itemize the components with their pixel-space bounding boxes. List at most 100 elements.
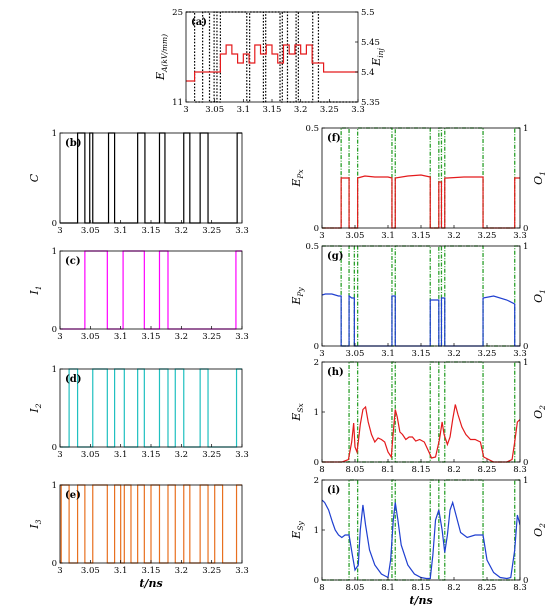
x-tick-label: 8.1 [381,583,395,593]
panel-c: 3 3.05 3.1 3.15 3.2 3.25 3.3 0 1 (c) I1 [28,247,249,342]
y-right-tick-label: 0 [523,342,528,352]
series-line-1 [322,404,520,463]
x-tick-label: 3.25 [202,566,221,576]
panel-label: (g) [327,251,343,262]
x-axis-label: t/ns [409,594,432,607]
y-tick-label: 1 [314,526,319,536]
y-right-tick-label: 5.5 [361,8,375,18]
y-axis-label: I1 [28,285,43,295]
series-line-0 [60,368,242,448]
panel-label: (c) [65,256,81,267]
y-right-tick-label: 0 [523,576,528,586]
x-tick-label: 3.1 [114,332,128,342]
y-tick-label: 1 [52,481,57,491]
x-tick-label: 8.15 [412,583,431,593]
x-tick-label: 3.15 [142,566,161,576]
y-axis-label: EPx [290,169,305,188]
y-tick-label: 0 [52,443,57,453]
y-tick-label: 0.5 [305,124,319,134]
y-right-tick-label: 1 [523,476,528,486]
panel-b: 3 3.05 3.1 3.15 3.2 3.25 3.3 0 1 (b) C [28,129,249,236]
series-line-1 [322,499,520,580]
plot-frame [321,361,521,463]
x-axis-label: t/ns [139,577,162,590]
x-tick-label: 3.15 [142,226,161,236]
y-tick-label: 1 [52,365,57,375]
x-tick-label: 8.2 [447,583,461,593]
y-axis-label: EPy [290,287,305,306]
y-tick-label: 2 [314,358,319,368]
y-axis-label: ESy [290,521,305,540]
y-right-tick-label: 5.35 [361,98,380,108]
x-tick-label: 3.25 [478,349,497,359]
x-tick-label: 3 [183,105,188,115]
x-tick-label: 3.05 [81,450,100,460]
plot-frame [321,127,521,229]
x-tick-label: 3.2 [175,226,189,236]
series-line-1 [322,293,520,347]
x-tick-label: 3.3 [235,226,249,236]
x-tick-label: 3.3 [513,231,527,241]
x-tick-label: 3 [57,450,62,460]
x-tick-label: 3.1 [381,349,395,359]
x-tick-label: 3 [57,566,62,576]
y-tick-label: 0 [314,224,319,234]
y-tick-label: 0 [314,342,319,352]
y-right-tick-label: 1 [523,242,528,252]
x-tick-label: 3.15 [142,450,161,460]
y-tick-label: 0 [52,559,57,569]
y-right-axis-label: O1 [532,171,547,185]
x-tick-label: 8.05 [346,583,365,593]
x-tick-label: 3.25 [202,226,221,236]
y-tick-label: 0.5 [305,242,319,252]
y-tick-label: 1 [314,408,319,418]
x-tick-label: 8 [319,583,324,593]
series-line-0 [322,361,520,463]
series-line-0 [60,132,242,224]
y-axis-label: I2 [28,403,43,413]
x-tick-label: 3.15 [263,105,282,115]
x-tick-label: 3.3 [235,450,249,460]
series-line-1 [186,44,358,82]
x-tick-label: 3.1 [114,450,128,460]
x-tick-label: 3.25 [202,450,221,460]
y-right-axis-label: O1 [532,289,547,303]
x-tick-label: 3.25 [478,231,497,241]
panel-label: (i) [327,485,340,496]
x-tick-label: 3.1 [237,105,251,115]
panel-label: (h) [327,367,344,378]
panel-label: (b) [65,138,81,149]
x-tick-label: 3.05 [81,332,100,342]
x-tick-label: 8 [319,465,324,475]
x-tick-label: 3.15 [412,231,431,241]
y-axis-label: C [28,173,41,182]
y-tick-label: 0 [314,458,319,468]
y-right-tick-label: 0 [523,224,528,234]
x-tick-label: 8.15 [412,465,431,475]
x-tick-label: 3.25 [202,332,221,342]
x-tick-label: 3.1 [114,226,128,236]
y-tick-label: 0 [52,325,57,335]
plot-frame [59,368,243,448]
x-tick-label: 8.2 [447,465,461,475]
x-tick-label: 3.2 [294,105,308,115]
x-tick-label: 3.2 [447,349,461,359]
y-axis-label: ESx [290,403,305,422]
series-line-0 [60,250,242,330]
series-line-0 [60,484,242,564]
panel-label: (f) [327,133,341,144]
x-tick-label: 8.3 [513,465,527,475]
panel-label: (d) [65,374,81,385]
y-tick-label: 1 [52,247,57,257]
x-tick-label: 3.2 [175,450,189,460]
x-tick-label: 8.1 [381,465,395,475]
y-tick-label: 2 [314,476,319,486]
plot-frame [59,250,243,330]
x-tick-label: 3 [319,349,324,359]
y-right-axis-label: Einj [370,48,385,67]
x-tick-label: 3 [57,226,62,236]
panel-a: 3 3.05 3.1 3.15 3.2 3.25 3.3 11 25 5.35 5.4 5.45 5.5… [154,8,385,115]
